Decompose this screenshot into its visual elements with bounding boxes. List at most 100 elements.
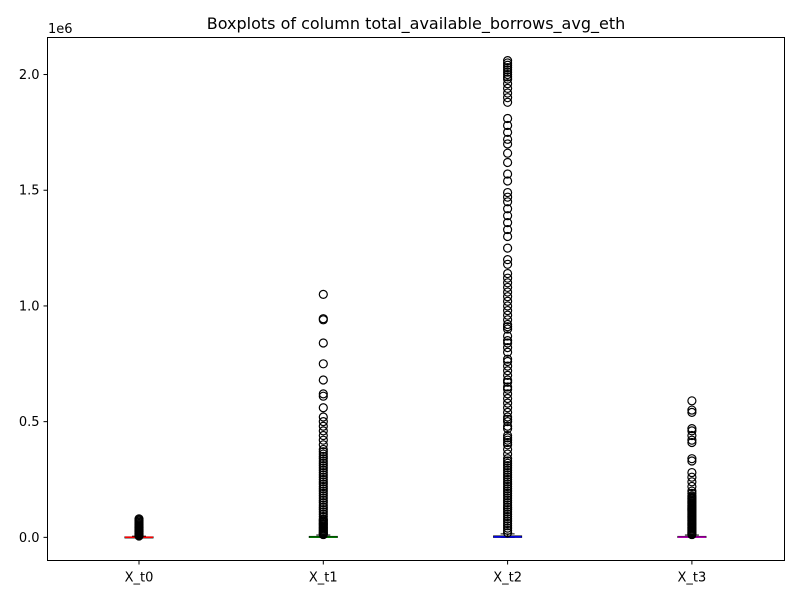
y-axis-offset-label: 1e6 [48,22,73,37]
x-tick-label: X_t1 [309,571,338,586]
plot-area: 0.0 0.5 1.0 1.5 2.0 X_t0 X_t1 X_t2 X_t3 [19,56,707,586]
outlier-point [503,523,513,533]
outlier-point [318,507,328,517]
outlier-point [503,393,513,404]
outlier-point [318,314,328,324]
outlier-point [318,456,328,466]
outlier-point [503,495,513,505]
outlier-point [503,69,513,80]
outlier-point [318,486,328,496]
outlier-point [318,502,328,512]
outlier-point [687,405,697,415]
outlier-point [503,331,513,341]
outlier-point [503,310,513,320]
outlier-point [503,498,513,508]
outlier-point [503,67,513,77]
outlier-point [503,139,513,149]
outlier-point [503,486,513,496]
outlier-point [503,224,513,235]
outlier-point [318,479,328,489]
outlier-point [503,113,513,124]
outlier-point [318,511,328,522]
outlier-point [503,479,513,489]
outlier-point [503,518,513,529]
outlier-point [503,268,513,279]
outlier-point [503,521,513,531]
outlier-point [318,463,328,473]
outlier-point [318,375,328,385]
outlier-point [503,398,513,408]
outlier-point [503,176,513,186]
outlier-point [503,97,513,107]
outlier-point [503,296,513,306]
outlier-point [503,287,513,297]
outlier-point [503,324,513,334]
outlier-point [318,412,328,422]
boxplot-X_t2 [493,56,523,538]
outlier-point [318,474,328,485]
outlier-point [503,474,513,485]
outlier-point [687,456,697,466]
outlier-point [503,65,513,75]
outlier-point [318,495,328,505]
outlier-point [503,58,513,68]
outlier-point [503,361,513,371]
outlier-point [503,440,513,450]
outlier-point [503,148,513,158]
outlier-point [503,403,513,413]
outlier-point [503,218,513,228]
outlier-point [503,259,513,269]
outlier-point [503,384,513,394]
outlier-point [503,458,513,468]
outlier-point [318,417,328,427]
outlier-point [503,315,513,325]
outlier-point [687,454,697,464]
outlier-point [503,467,513,478]
outlier-point [503,197,513,207]
outlier-point [503,407,513,417]
outlier-point [318,403,328,413]
outlier-point [503,465,513,475]
outlier-point [318,421,328,431]
outlier-point [503,463,513,473]
outlier-point [503,278,513,288]
outlier-point [318,484,328,494]
outlier-point [503,433,513,443]
outlier-point [503,83,513,94]
outlier-point [134,514,144,524]
outlier-point [318,481,328,492]
outlier-point [318,514,328,524]
outlier-point [503,305,513,316]
outlier-point [503,525,513,536]
outlier-point [318,454,328,464]
outlier-point [503,370,513,380]
outlier-point [318,447,328,457]
outlier-point [503,204,513,214]
outlier-point [503,511,513,522]
x-tick-label: X_t0 [125,571,154,586]
outlier-point [503,449,513,459]
outlier-point [503,375,513,385]
outlier-point [503,412,513,422]
outlier-point [503,62,513,73]
outlier-point [503,516,513,526]
outlier-point [687,472,697,482]
outlier-point [503,366,513,376]
y-tick-label: 0.5 [19,415,40,430]
outlier-point [318,289,328,299]
outlier-point [318,440,328,450]
outlier-point [318,491,328,501]
outlier-point [503,437,513,448]
outlier-point [503,484,513,494]
outlier-point [503,88,513,98]
outlier-point [318,461,328,471]
outlier-point [318,458,328,468]
outlier-point [503,472,513,482]
boxplot-X_t1 [308,289,338,540]
outlier-point [503,356,513,367]
outlier-point [503,273,513,283]
outlier-point [503,430,513,441]
chart-title: Boxplots of column total_available_borro… [207,14,626,34]
